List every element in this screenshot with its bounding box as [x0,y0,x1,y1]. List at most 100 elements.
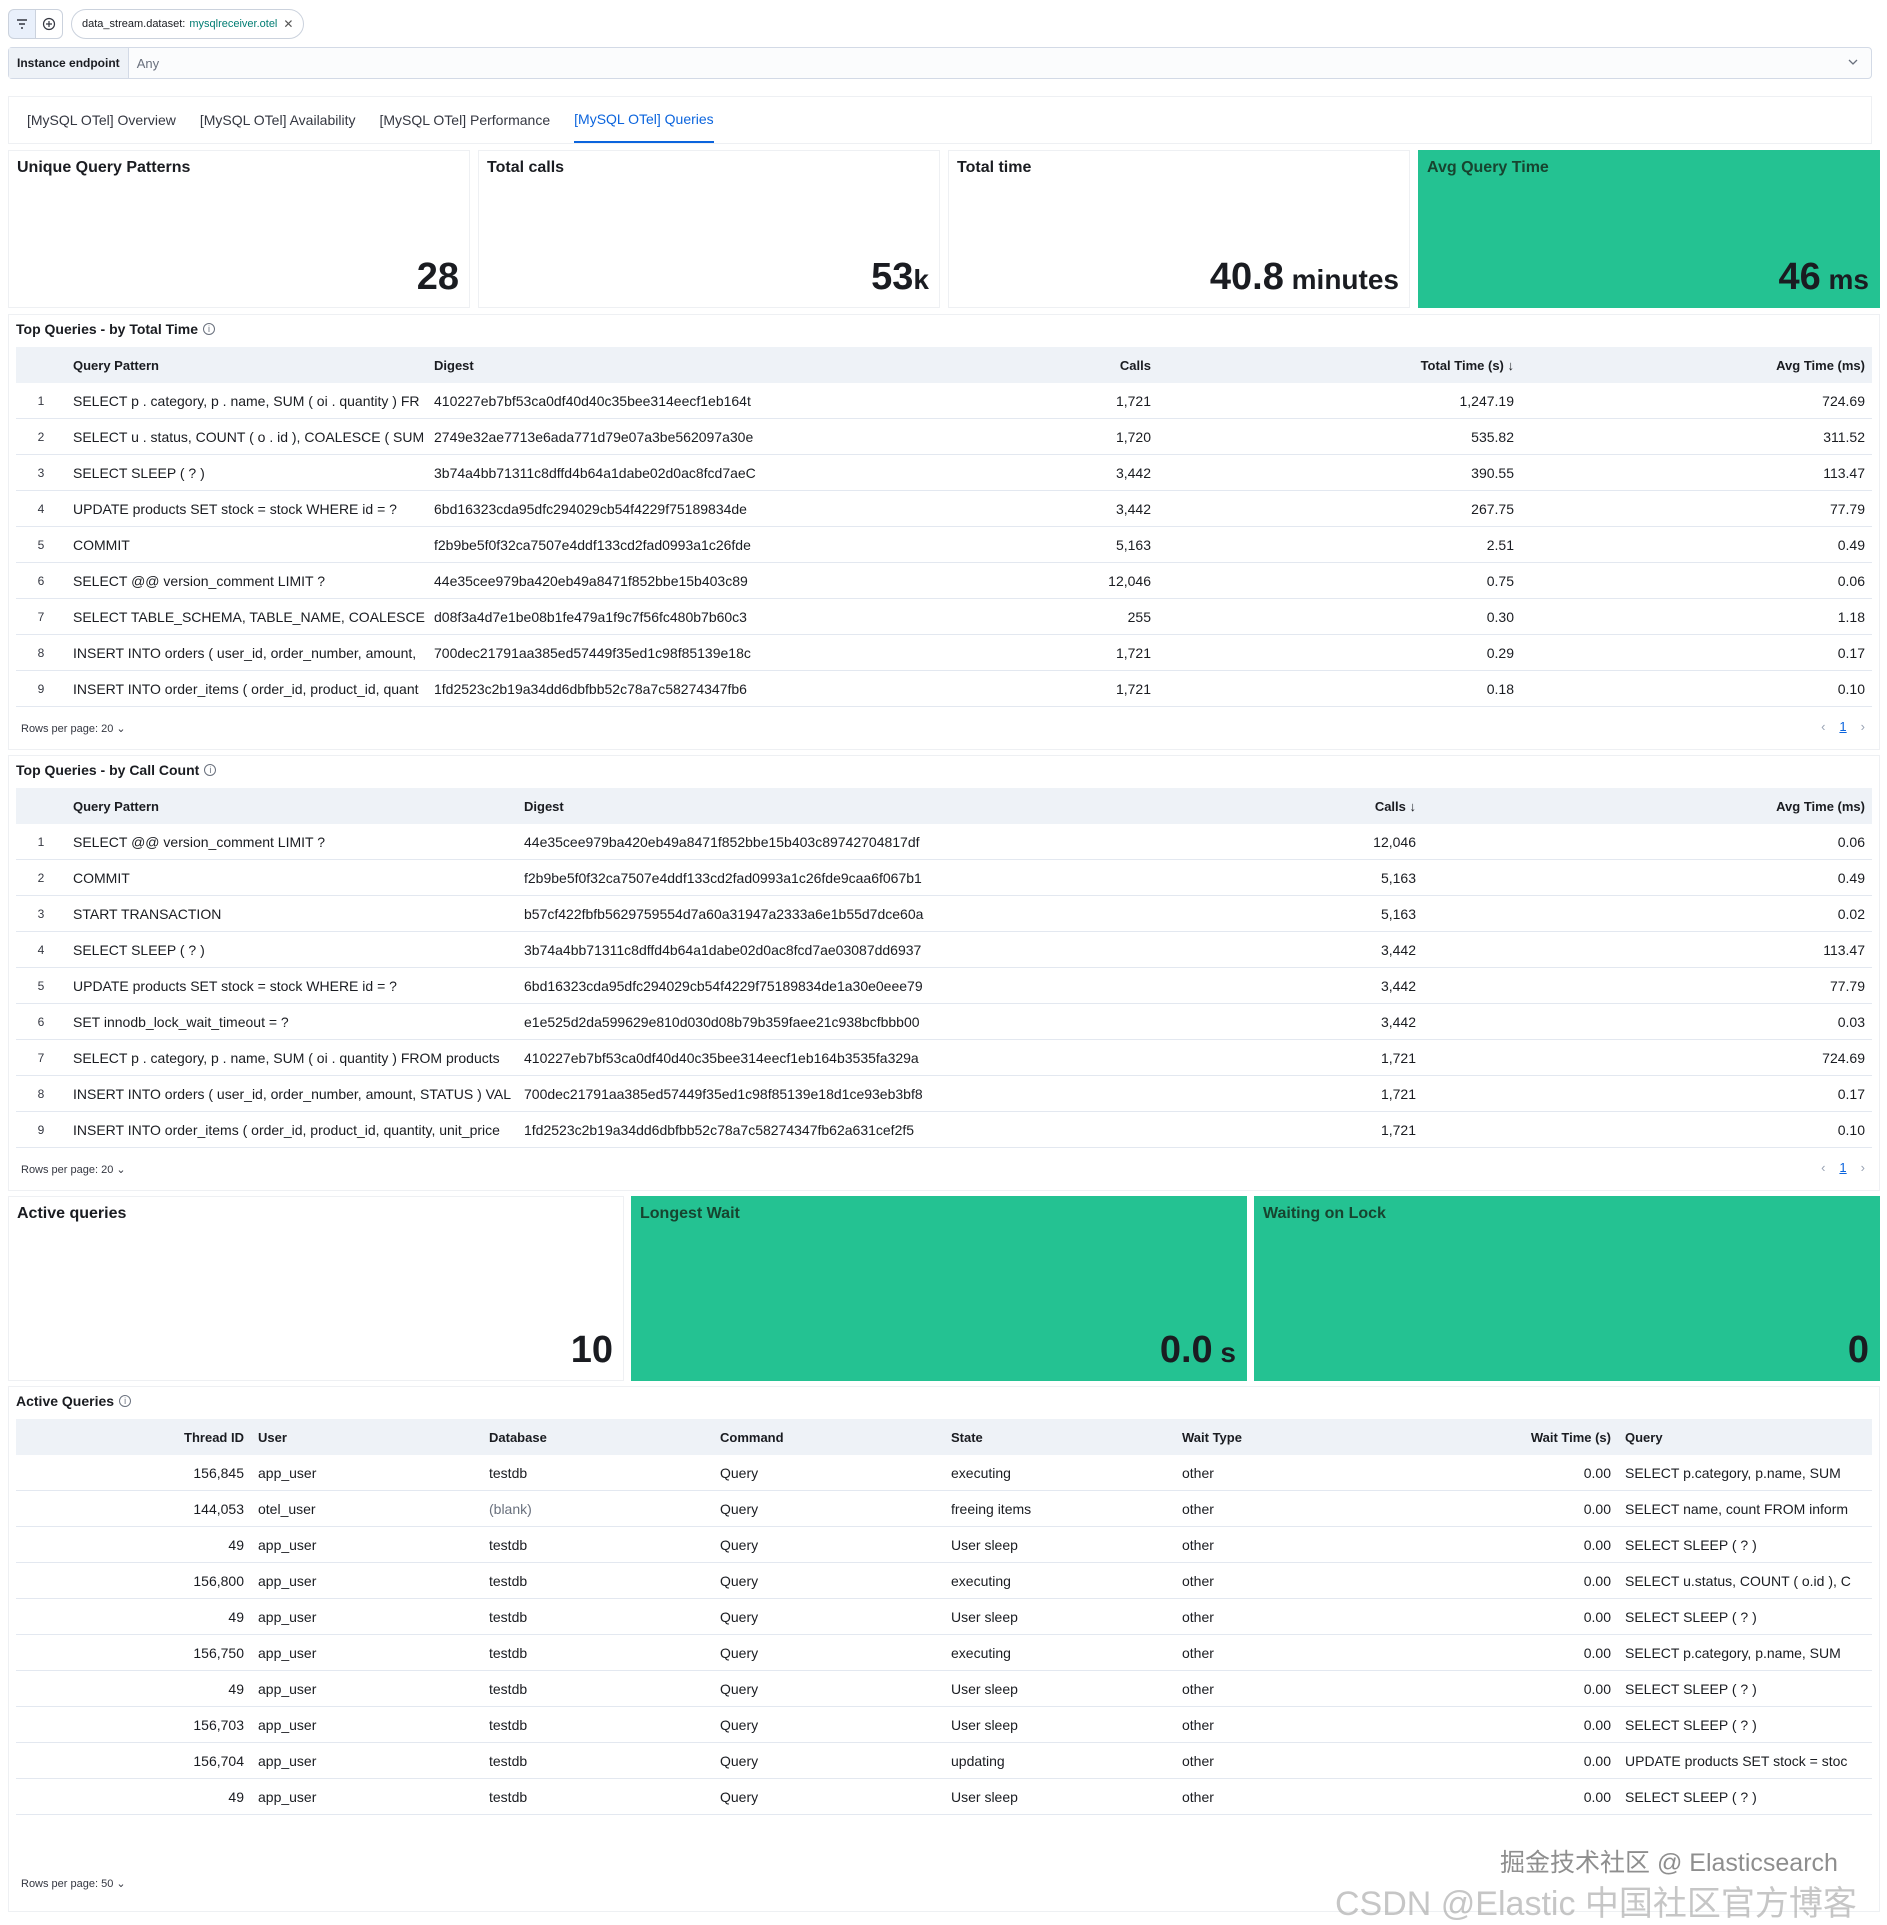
col-avg-time[interactable]: Avg Time (ms) [1423,788,1872,824]
table-row[interactable]: 49 app_user testdb Query User sleep other 0.00… [16,1778,1872,1815]
table-row[interactable]: 49 app_user testdb Query User sleep other 0.00… [16,1526,1872,1563]
rows-per-page-select[interactable]: Rows per page: 20 ⌄ [21,1164,126,1176]
filter-menu-button[interactable] [8,9,36,39]
chevron-down-icon: ⌄ [116,1878,126,1890]
table-row[interactable]: 156,845 app_user testdb Query executing other… [16,1455,1872,1491]
query-cell: SELECT name, count FROM inform [1618,1490,1872,1527]
col-avg-time[interactable]: Avg Time (ms) [1521,347,1872,383]
table-row[interactable]: 8 INSERT INTO orders ( user_id, order_num… [16,1075,1872,1112]
avg-time-cell: 0.49 [1521,526,1872,563]
table-row[interactable]: 49 app_user testdb Query User sleep other 0.00… [16,1670,1872,1707]
thread-id-cell: 49 [16,1526,251,1563]
rows-per-page-select[interactable]: Rows per page: 20 ⌄ [21,723,126,735]
prev-page-icon[interactable]: ‹ [1821,719,1826,734]
info-icon[interactable]: i [204,764,217,776]
col-calls[interactable]: Calls ↓ [1027,788,1423,824]
table-row[interactable]: 49 app_user testdb Query User sleep other 0.00… [16,1598,1872,1635]
user-cell: app_user [251,1455,482,1491]
table-row[interactable]: 1 SELECT @@ version_comment LIMIT ? 44e35c… [16,824,1872,860]
table-row[interactable]: 156,750 app_user testdb Query executing other… [16,1634,1872,1671]
tab-performance[interactable]: [MySQL OTel] Performance [379,112,551,128]
table-row[interactable]: 7 SELECT TABLE_SCHEMA, TABLE_NAME, COALES… [16,598,1872,635]
close-icon[interactable]: ✕ [283,17,294,31]
info-icon[interactable]: i [203,323,216,335]
calls-cell: 3,442 [1027,1003,1423,1040]
avg-time-cell: 113.47 [1521,454,1872,491]
table-row[interactable]: 6 SET innodb_lock_wait_timeout = ? e1e525d… [16,1003,1872,1040]
col-query-pattern[interactable]: Query Pattern [66,347,427,383]
row-number: 1 [16,824,66,860]
table-row[interactable]: 1 SELECT p . category, p . name, SUM ( oi… [16,383,1872,419]
table-row[interactable]: 144,053 otel_user (blank) Query freeing item… [16,1490,1872,1527]
query-cell: SELECT SLEEP ( ? ) [1618,1598,1872,1635]
digest-cell: 3b74a4bb71311c8dffd4b64a1dabe02d0ac8fcd7… [517,931,1027,968]
prev-page-icon[interactable]: ‹ [1821,1160,1826,1175]
filter-pill[interactable]: data_stream.dataset: mysqlreceiver.otel … [71,9,305,39]
table-row[interactable]: 8 INSERT INTO orders ( user_id, order_num… [16,634,1872,671]
rows-per-page-select[interactable]: Rows per page: 50 ⌄ [21,1878,126,1890]
state-cell: executing [944,1634,1175,1671]
table-row[interactable]: 5 UPDATE products SET stock = stock WHERE… [16,967,1872,1004]
table-row[interactable]: 5 COMMIT f2b9be5f0f32ca7507e4ddf133cd2fad0… [16,526,1872,563]
next-page-icon[interactable]: › [1860,1160,1865,1175]
avg-time-cell: 77.79 [1423,967,1872,1004]
table-row[interactable]: 4 UPDATE products SET stock = stock WHERE… [16,490,1872,527]
dashboard-tabs: [MySQL OTel] Overview [MySQL OTel] Avail… [8,96,1872,144]
add-filter-button[interactable] [35,9,63,39]
table-row[interactable]: 156,704 app_user testdb Query updating other 0… [16,1742,1872,1779]
page-number[interactable]: 1 [1839,719,1847,734]
wait-type-cell: other [1175,1526,1406,1563]
col-rownum [16,347,66,383]
query-pattern-cell: INSERT INTO orders ( user_id, order_numb… [66,634,427,671]
table-row[interactable]: 156,703 app_user testdb Query User sleep othe… [16,1706,1872,1743]
table-row[interactable]: 3 START TRANSACTION b57cf422fbfb5629759554… [16,895,1872,932]
tab-overview[interactable]: [MySQL OTel] Overview [27,112,176,128]
table-row[interactable]: 3 SELECT SLEEP ( ? ) 3b74a4bb71311c8dffd4b… [16,454,1872,491]
wait-time-cell: 0.00 [1406,1778,1618,1815]
col-wait-type[interactable]: Wait Type [1175,1419,1406,1455]
thread-id-cell: 144,053 [16,1490,251,1527]
info-icon[interactable]: i [119,1395,132,1407]
col-total-time[interactable]: Total Time (s) ↓ [1158,347,1521,383]
col-digest[interactable]: Digest [517,788,1027,824]
row-number: 3 [16,454,66,491]
col-digest[interactable]: Digest [427,347,788,383]
calls-cell: 1,721 [788,383,1158,419]
calls-cell: 12,046 [788,562,1158,599]
query-pattern-cell: COMMIT [66,526,427,563]
command-cell: Query [713,1634,944,1671]
total-time-cell: 2.51 [1158,526,1521,563]
table-row[interactable]: 9 INSERT INTO order_items ( order_id, pro… [16,1111,1872,1148]
calls-cell: 5,163 [1027,859,1423,896]
tab-availability[interactable]: [MySQL OTel] Availability [199,112,356,128]
table-row[interactable]: 4 SELECT SLEEP ( ? ) 3b74a4bb71311c8dffd4b… [16,931,1872,968]
table-row[interactable]: 6 SELECT @@ version_comment LIMIT ? 44e35c… [16,562,1872,599]
col-user[interactable]: User [251,1419,482,1455]
col-wait-time[interactable]: Wait Time (s) [1406,1419,1618,1455]
table-row[interactable]: 156,800 app_user testdb Query executing other… [16,1562,1872,1599]
instance-endpoint-control[interactable]: Instance endpoint Any [8,47,1872,79]
table-row[interactable]: 2 COMMIT f2b9be5f0f32ca7507e4ddf133cd2fad0… [16,859,1872,896]
avg-time-cell: 77.79 [1521,490,1872,527]
col-state[interactable]: State [944,1419,1175,1455]
col-query-pattern[interactable]: Query Pattern [66,788,517,824]
col-thread-id[interactable]: Thread ID [16,1419,251,1455]
col-query[interactable]: Query [1618,1419,1872,1455]
table-row[interactable]: 9 INSERT INTO order_items ( order_id, pro… [16,670,1872,707]
col-command[interactable]: Command [713,1419,944,1455]
tab-queries[interactable]: [MySQL OTel] Queries [574,97,714,143]
table-header-row: Thread ID User Database Command State Wa… [16,1419,1872,1455]
next-page-icon[interactable]: › [1860,719,1865,734]
query-cell: SELECT p.category, p.name, SUM [1618,1455,1872,1491]
digest-cell: f2b9be5f0f32ca7507e4ddf133cd2fad0993a1c2… [517,859,1027,896]
table-row[interactable]: 2 SELECT u . status, COUNT ( o . id ), CO… [16,418,1872,455]
table-row[interactable]: 7 SELECT p . category, p . name, SUM ( oi… [16,1039,1872,1076]
thread-id-cell: 49 [16,1670,251,1707]
col-database[interactable]: Database [482,1419,713,1455]
page-number[interactable]: 1 [1839,1160,1847,1175]
col-calls[interactable]: Calls [788,347,1158,383]
avg-time-cell: 0.17 [1521,634,1872,671]
avg-time-cell: 724.69 [1521,383,1872,419]
query-pattern-cell: SET innodb_lock_wait_timeout = ? [66,1003,517,1040]
state-cell: updating [944,1742,1175,1779]
